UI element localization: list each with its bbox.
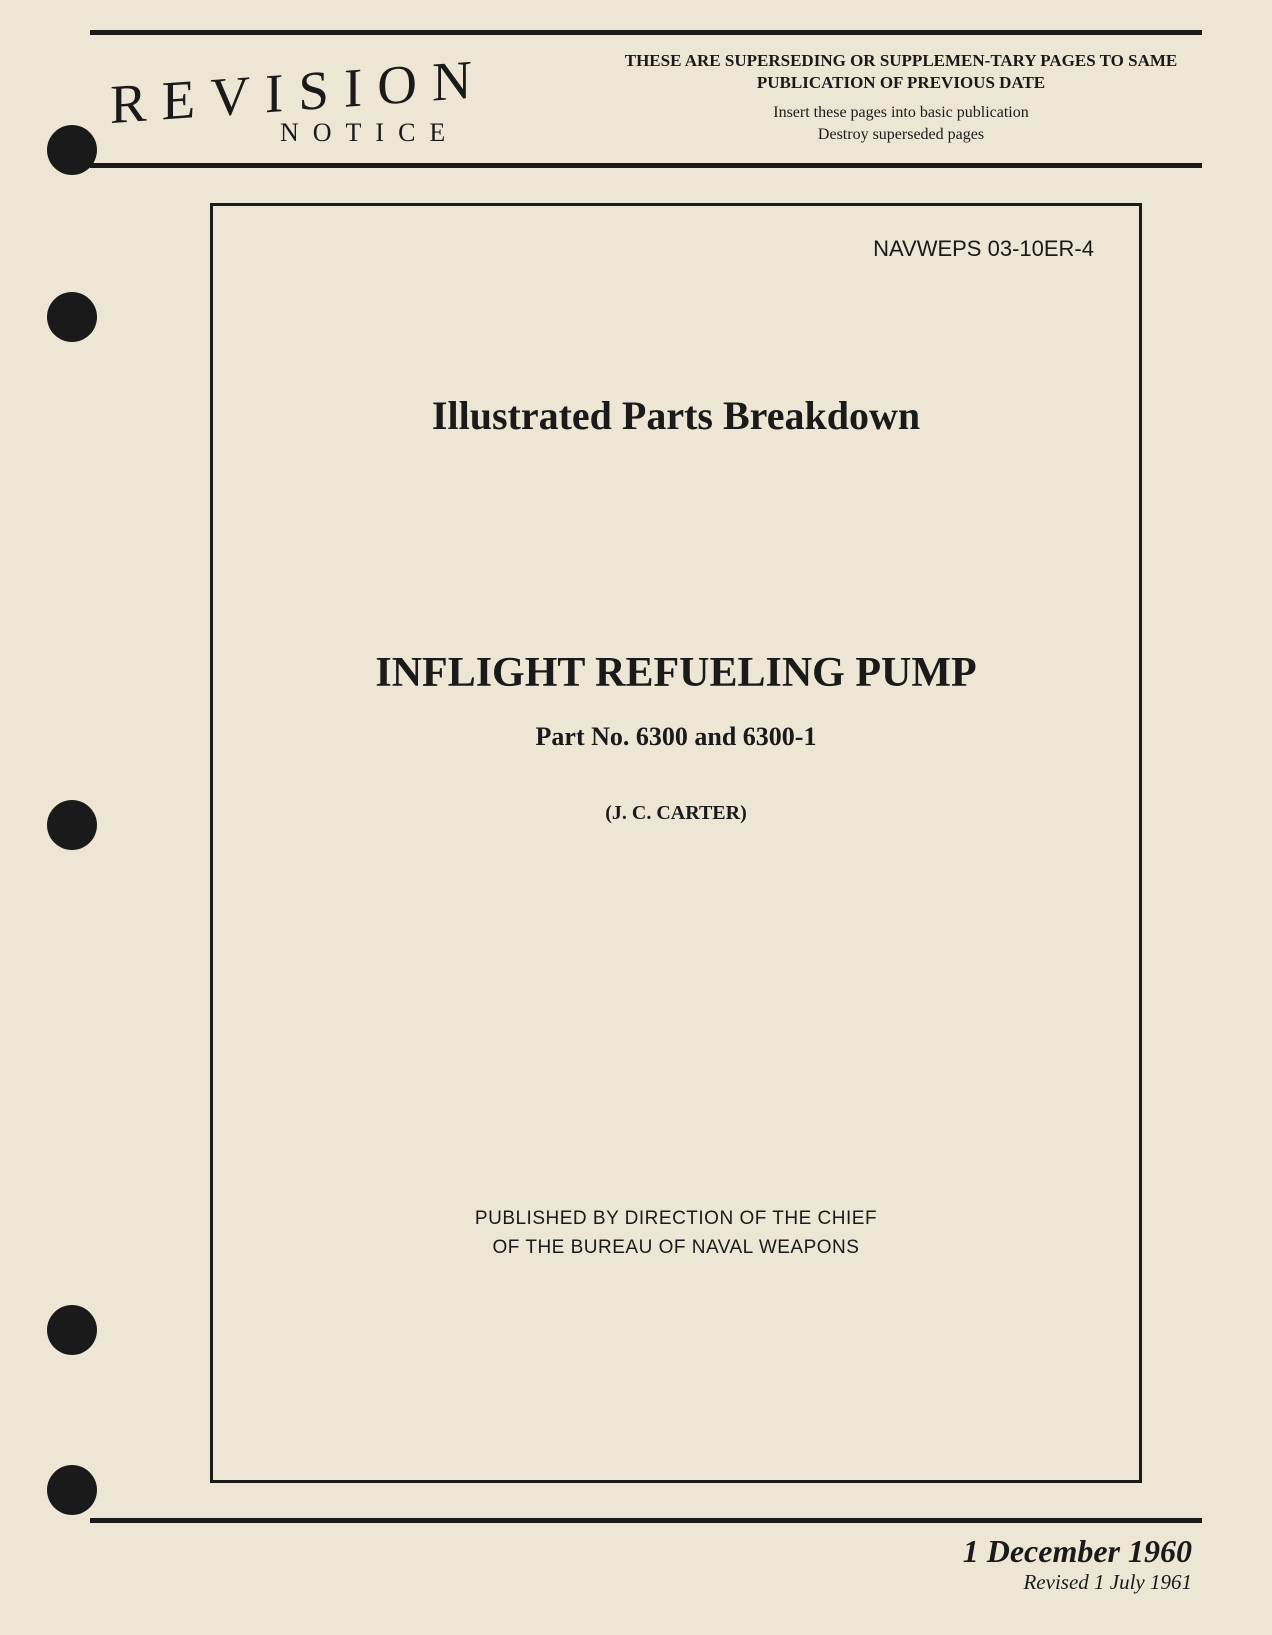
punch-hole <box>47 800 97 850</box>
main-title: INFLIGHT REFUELING PUMP <box>253 649 1099 697</box>
document-page: REVISION NOTICE THESE ARE SUPERSEDING OR… <box>0 0 1272 1635</box>
punch-hole <box>47 1465 97 1515</box>
insert-line: Destroy superseded pages <box>818 126 984 143</box>
header-instructions: THESE ARE SUPERSEDING OR SUPPLEMEN-TARY … <box>580 45 1222 145</box>
publisher-line: OF THE BUREAU OF NAVAL WEAPONS <box>493 1237 860 1258</box>
bottom-rule <box>90 1518 1202 1523</box>
section-title: Illustrated Parts Breakdown <box>253 392 1099 439</box>
insert-line: Insert these pages into basic publicatio… <box>773 104 1028 121</box>
revision-date: Revised 1 July 1961 <box>80 1570 1192 1595</box>
publisher-statement: PUBLISHED BY DIRECTION OF THE CHIEF OF T… <box>253 1205 1099 1262</box>
header-rule <box>90 163 1202 168</box>
top-rule <box>90 30 1202 35</box>
publisher-line: PUBLISHED BY DIRECTION OF THE CHIEF <box>475 1208 877 1229</box>
publication-date: 1 December 1960 <box>80 1533 1192 1570</box>
insert-instructions: Insert these pages into basic publicatio… <box>620 102 1182 145</box>
document-id: NAVWEPS 03-10ER-4 <box>253 236 1094 262</box>
document-frame: NAVWEPS 03-10ER-4 Illustrated Parts Brea… <box>210 203 1142 1483</box>
header-section: REVISION NOTICE THESE ARE SUPERSEDING OR… <box>80 45 1222 148</box>
notice-label: NOTICE <box>280 118 580 148</box>
revision-notice-block: REVISION NOTICE <box>80 45 580 148</box>
punch-hole <box>47 292 97 342</box>
supersede-text: THESE ARE SUPERSEDING OR SUPPLEMEN-TARY … <box>620 50 1182 94</box>
author-name: (J. C. CARTER) <box>253 802 1099 825</box>
date-section: 1 December 1960 Revised 1 July 1961 <box>80 1533 1192 1595</box>
part-number: Part No. 6300 and 6300-1 <box>253 722 1099 752</box>
punch-hole <box>47 1305 97 1355</box>
